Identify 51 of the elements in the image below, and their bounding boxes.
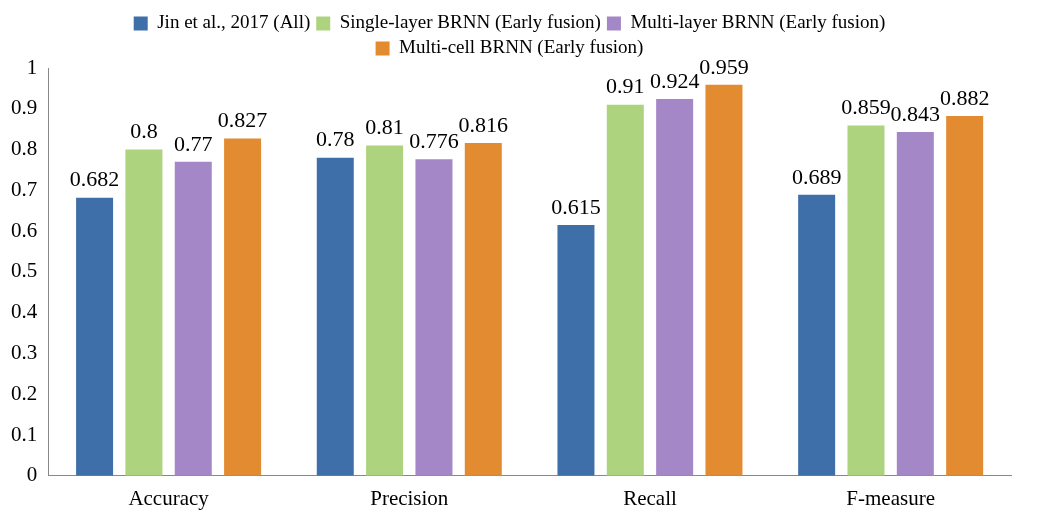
bar (464, 143, 502, 476)
bar (798, 194, 836, 476)
bar (946, 116, 984, 476)
y-tick-label: 0.9 (11, 95, 38, 120)
data-label: 0.827 (217, 107, 268, 133)
data-label: 0.8 (130, 118, 158, 144)
data-label: 0.689 (791, 163, 842, 189)
data-label: 0.615 (551, 193, 601, 219)
bar (656, 98, 694, 476)
bar (224, 138, 262, 476)
x-tick-label: Precision (370, 485, 449, 510)
data-label: 0.81 (365, 114, 404, 140)
bar (847, 125, 885, 476)
bar (76, 197, 114, 476)
data-label: 0.816 (458, 111, 509, 137)
data-label: 0.959 (699, 53, 749, 79)
data-label: 0.843 (890, 100, 941, 126)
bar (316, 157, 354, 476)
data-label: 0.859 (841, 94, 891, 120)
data-label: 0.682 (69, 166, 120, 192)
legend-label: Single-layer BRNN (Early fusion) (339, 11, 601, 34)
legend-label: Multi-cell BRNN (Early fusion) (399, 36, 644, 59)
y-tick-label: 0.7 (11, 176, 38, 201)
bar (557, 225, 595, 476)
bar (705, 84, 743, 476)
y-tick-label: 0.5 (11, 258, 38, 283)
data-label: 0.776 (409, 128, 459, 154)
y-tick-label: 0.3 (11, 339, 38, 364)
data-label: 0.77 (174, 130, 213, 156)
data-label: 0.91 (606, 73, 645, 99)
x-tick-label: Accuracy (128, 485, 210, 510)
data-label: 0.882 (939, 84, 990, 110)
bar (606, 104, 644, 476)
bar (366, 145, 404, 476)
y-tick-label: 1 (26, 54, 38, 79)
legend-label: Multi-layer BRNN (Early fusion) (630, 11, 886, 34)
y-tick-label: 0.2 (11, 380, 38, 405)
bar (125, 149, 163, 476)
data-label: 0.924 (649, 67, 700, 93)
legend-label: Jin et al., 2017 (All) (157, 11, 311, 34)
bar (174, 161, 212, 476)
y-tick-label: 0.4 (11, 299, 38, 324)
x-tick-label: Recall (623, 485, 677, 510)
y-tick-label: 0 (26, 462, 38, 487)
y-tick-label: 0.6 (11, 217, 38, 242)
y-tick-label: 0.1 (11, 421, 38, 446)
bar (896, 132, 934, 476)
bar (415, 159, 453, 476)
data-label: 0.78 (316, 126, 355, 152)
x-tick-label: F-measure (846, 485, 935, 510)
y-tick-label: 0.8 (11, 136, 38, 161)
